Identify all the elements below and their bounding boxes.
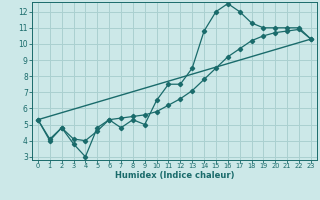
X-axis label: Humidex (Indice chaleur): Humidex (Indice chaleur) <box>115 171 234 180</box>
